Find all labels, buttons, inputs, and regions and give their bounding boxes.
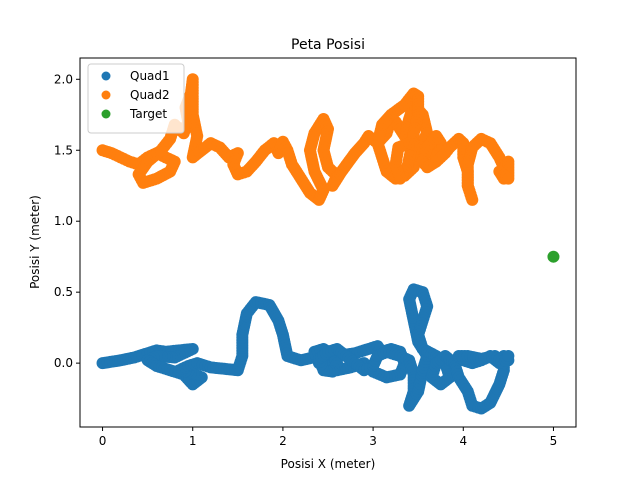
series-1	[96, 73, 515, 206]
y-tick-label: 1.0	[54, 214, 73, 228]
legend-marker	[101, 109, 111, 119]
data-point	[502, 172, 515, 185]
data-layer	[96, 73, 560, 415]
x-tick-label: 2	[279, 434, 287, 448]
y-tick-label: 1.5	[54, 143, 73, 157]
legend-marker	[101, 71, 111, 81]
x-tick-label: 1	[189, 434, 197, 448]
x-tick-label: 5	[550, 434, 558, 448]
y-axis: 0.0 0.5 1.0 1.5 2.0	[54, 72, 80, 370]
x-tick-label: 3	[369, 434, 377, 448]
legend-label: Target	[129, 107, 167, 121]
x-tick-label: 4	[459, 434, 467, 448]
legend: Quad1 Quad2 Target	[87, 63, 185, 134]
series-2	[547, 250, 560, 263]
x-axis: 0 1 2 3 4 5	[99, 427, 558, 448]
legend-label: Quad2	[130, 88, 170, 102]
x-tick-label: 0	[99, 434, 107, 448]
y-tick-label: 2.0	[54, 72, 73, 86]
x-axis-title: Posisi X (meter)	[281, 457, 376, 471]
chart-title: Peta Posisi	[291, 37, 365, 53]
legend-label: Quad1	[130, 69, 170, 83]
legend-box	[87, 63, 185, 134]
legend-marker	[101, 90, 111, 100]
y-axis-title: Posisi Y (meter)	[28, 195, 42, 289]
data-point	[547, 250, 560, 263]
plot-frame	[79, 57, 577, 428]
y-tick-label: 0.5	[54, 285, 73, 299]
series-0	[96, 283, 515, 415]
data-point	[502, 350, 515, 363]
y-tick-label: 0.0	[54, 356, 73, 370]
